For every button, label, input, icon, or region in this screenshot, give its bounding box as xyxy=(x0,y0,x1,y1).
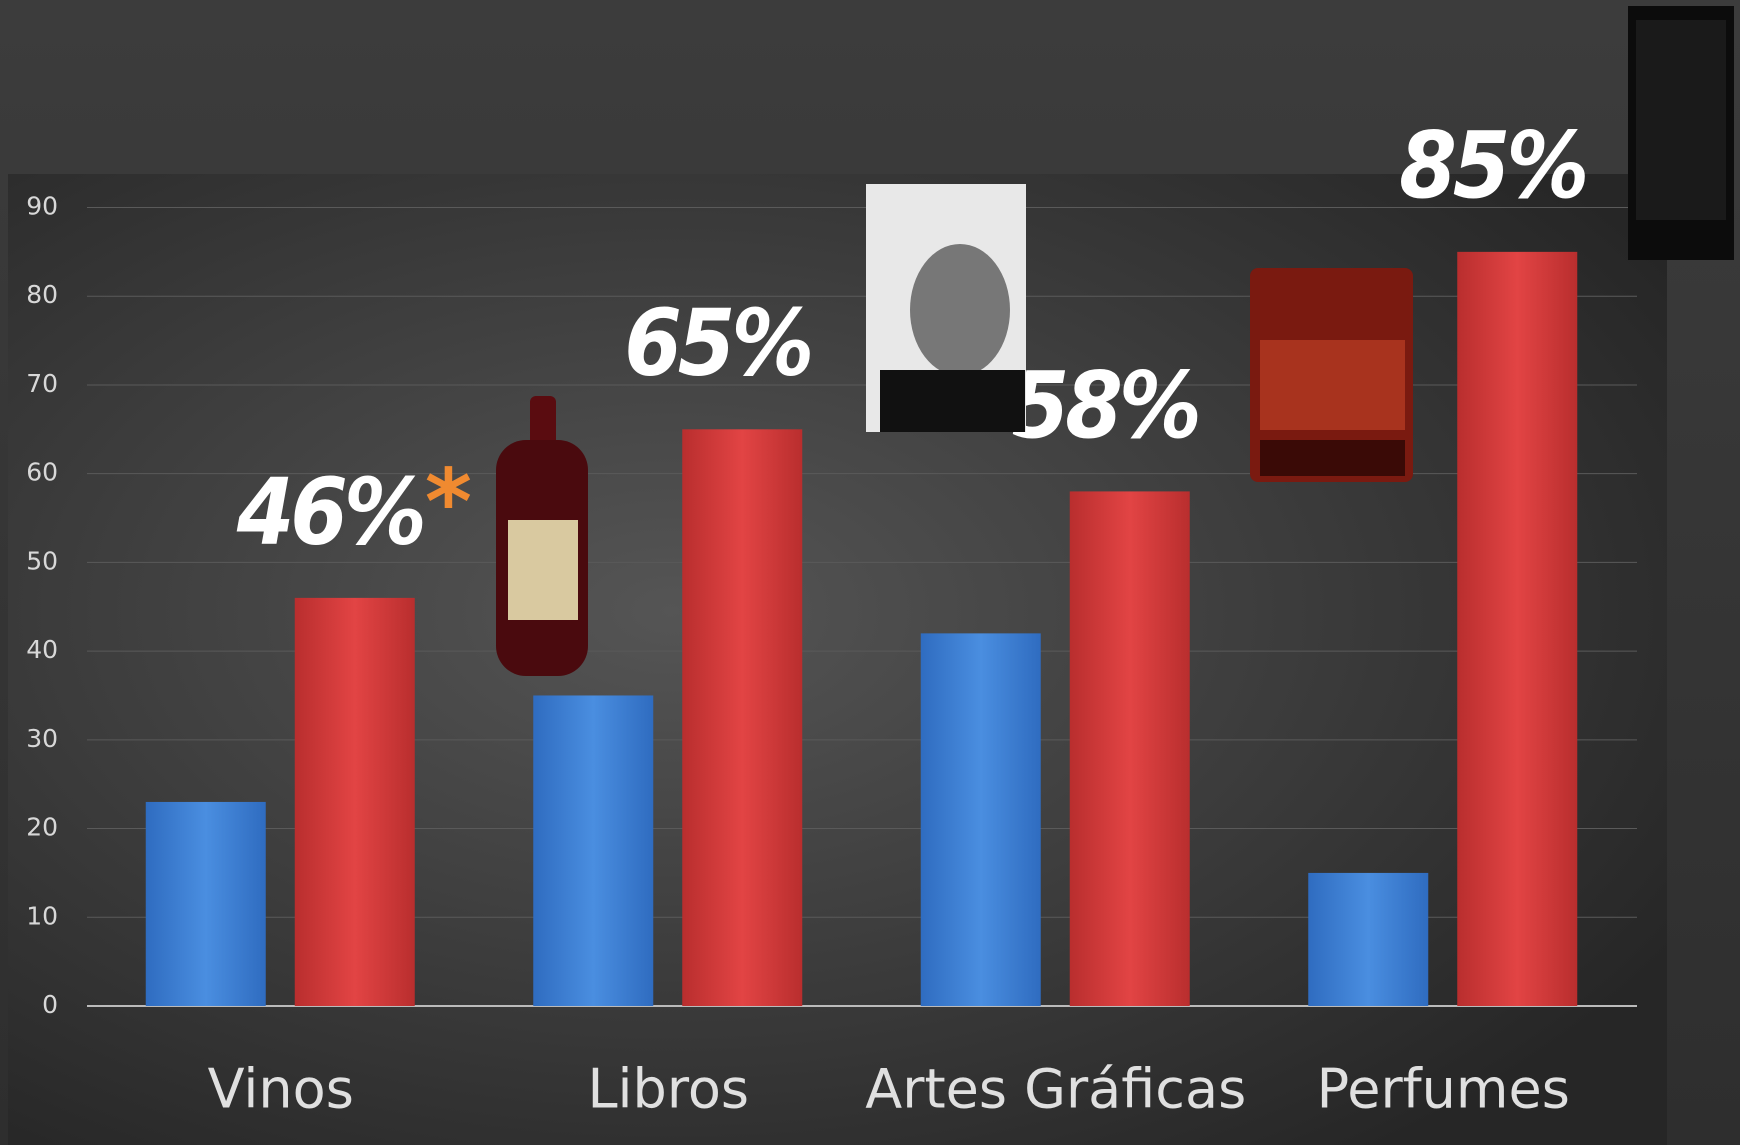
x-tick-label: Vinos xyxy=(208,1058,354,1121)
y-tick-label: 90 xyxy=(26,192,58,221)
y-tick-label: 0 xyxy=(42,990,58,1019)
y-tick-label: 20 xyxy=(26,813,58,842)
value-label: 46% xyxy=(236,458,423,565)
x-tick-label: Artes Gráficas xyxy=(865,1058,1246,1121)
y-tick-label: 60 xyxy=(26,458,58,487)
y-tick-label: 30 xyxy=(26,724,58,753)
value-label: 85% xyxy=(1399,112,1585,219)
annotation: * xyxy=(425,450,472,555)
bar xyxy=(294,597,415,1006)
bar xyxy=(682,429,803,1006)
wine-bottle-image xyxy=(496,396,588,676)
novel-image xyxy=(1250,268,1413,482)
y-tick-label: 70 xyxy=(26,369,58,398)
x-tick-label: Perfumes xyxy=(1317,1058,1570,1121)
bar xyxy=(1308,872,1429,1006)
y-tick-label: 10 xyxy=(26,901,58,930)
bar xyxy=(920,633,1041,1006)
bar xyxy=(533,695,654,1006)
value-label: 65% xyxy=(624,290,810,397)
x-tick-label: Libros xyxy=(587,1058,749,1121)
y-tick-label: 50 xyxy=(26,546,58,575)
bar xyxy=(1069,491,1190,1006)
perfume-image xyxy=(1628,6,1734,260)
book-image xyxy=(866,184,1026,432)
bar xyxy=(145,801,266,1006)
y-tick-label: 80 xyxy=(26,280,58,309)
y-tick-label: 40 xyxy=(26,635,58,664)
bar xyxy=(1457,251,1578,1007)
value-label: 58% xyxy=(1012,352,1198,459)
